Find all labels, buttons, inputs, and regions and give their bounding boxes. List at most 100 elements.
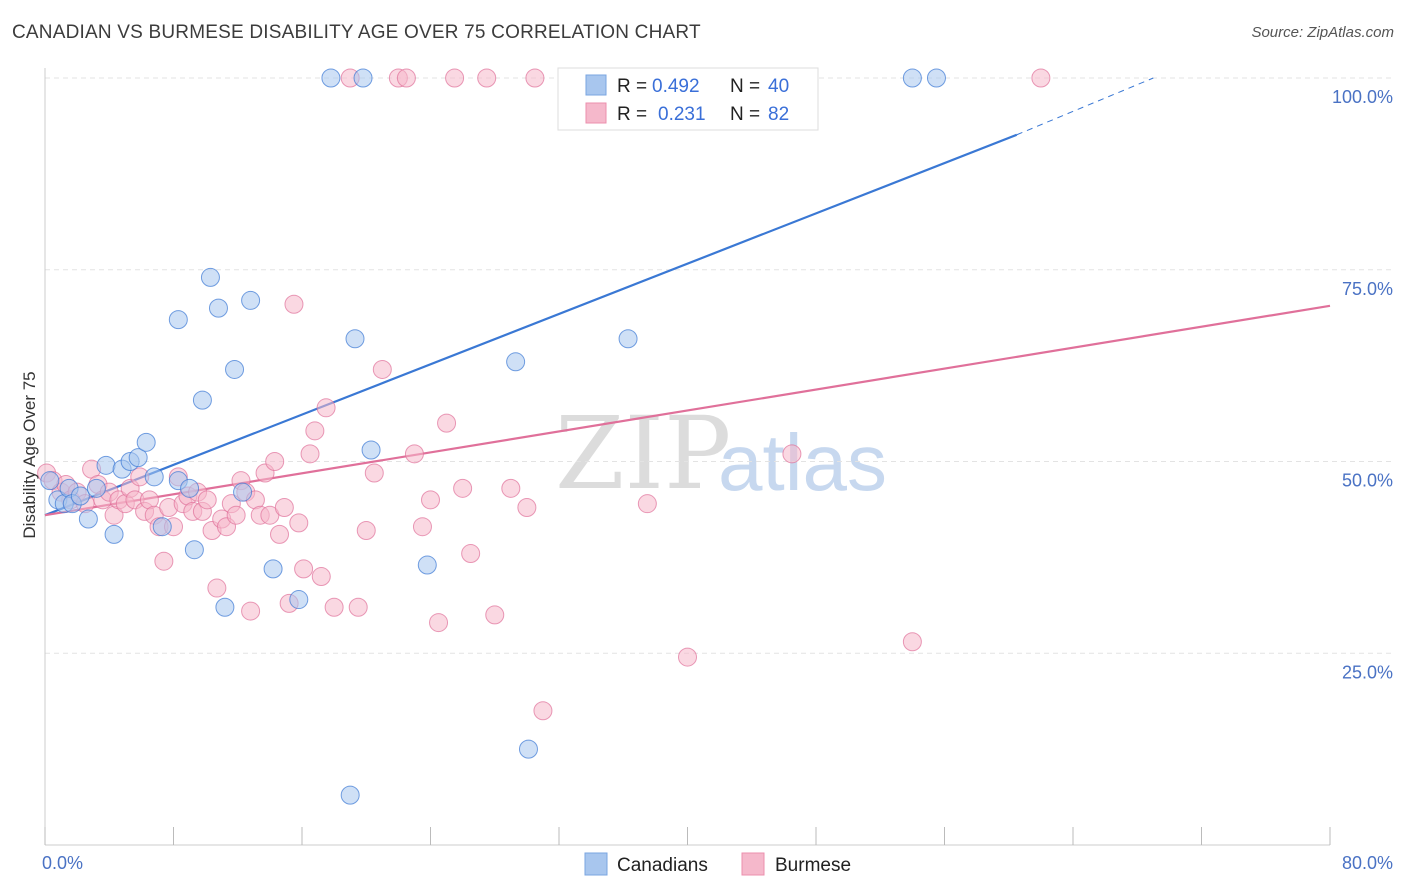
data-point-canadians-24 bbox=[225, 359, 245, 379]
data-point-burmese-77 bbox=[637, 494, 657, 514]
data-point-burmese-70 bbox=[461, 544, 481, 564]
data-point-canadians-25 bbox=[233, 482, 253, 502]
data-point-canadians-27 bbox=[263, 559, 283, 579]
data-point-canadians-14 bbox=[144, 467, 164, 487]
legend-n-label-2: N = bbox=[730, 104, 760, 125]
data-point-canadians-13 bbox=[136, 432, 156, 452]
data-point-burmese-57 bbox=[348, 597, 368, 617]
data-point-canadians-33 bbox=[361, 440, 381, 460]
data-point-canadians-35 bbox=[506, 352, 526, 372]
data-point-canadians-40 bbox=[926, 68, 946, 88]
legend-n-value-2: 82 bbox=[768, 104, 789, 125]
y-tick-label-50: 50.0% bbox=[1342, 471, 1393, 491]
data-point-burmese-64 bbox=[412, 517, 432, 537]
data-point-burmese-52 bbox=[305, 421, 325, 441]
watermark-atlas: atlas bbox=[718, 418, 887, 507]
data-point-burmese-36 bbox=[226, 505, 246, 525]
data-point-burmese-39 bbox=[241, 601, 261, 621]
y-tick-label-100: 100.0% bbox=[1332, 87, 1393, 107]
data-point-burmese-75 bbox=[525, 68, 545, 88]
series-legend: Canadians Burmese bbox=[584, 852, 851, 876]
data-point-canadians-30 bbox=[340, 785, 360, 805]
data-point-burmese-55 bbox=[324, 597, 344, 617]
data-points bbox=[37, 68, 1051, 805]
data-point-burmese-51 bbox=[300, 444, 320, 464]
legend-r-value-1: 0.492 bbox=[652, 76, 700, 97]
data-point-burmese-49 bbox=[289, 513, 309, 533]
legend-r-value-2: 0.231 bbox=[658, 104, 706, 125]
bottom-legend-label-burmese: Burmese bbox=[775, 855, 851, 876]
data-point-burmese-59 bbox=[364, 463, 384, 483]
data-point-canadians-28 bbox=[289, 590, 309, 610]
data-point-canadians-34 bbox=[417, 555, 437, 575]
data-point-burmese-76 bbox=[533, 701, 553, 721]
data-point-canadians-15 bbox=[152, 517, 172, 537]
data-point-canadians-18 bbox=[180, 478, 200, 498]
data-point-canadians-31 bbox=[345, 329, 365, 349]
data-point-burmese-48 bbox=[284, 294, 304, 314]
bottom-legend-swatch-canadians bbox=[584, 852, 608, 876]
axes bbox=[44, 68, 1331, 846]
data-point-canadians-29 bbox=[321, 68, 341, 88]
data-point-canadians-0 bbox=[40, 471, 60, 491]
data-point-canadians-7 bbox=[86, 478, 106, 498]
data-point-burmese-65 bbox=[421, 490, 440, 510]
grid-lines bbox=[45, 77, 1392, 654]
y-axis-title: Disability Age Over 75 bbox=[20, 371, 39, 538]
watermark-zip: ZIP bbox=[555, 395, 731, 512]
data-point-canadians-9 bbox=[104, 524, 124, 544]
data-point-burmese-45 bbox=[270, 524, 290, 544]
data-point-burmese-81 bbox=[1031, 68, 1051, 88]
data-point-canadians-36 bbox=[518, 739, 538, 759]
correlation-legend: R = 0.492 N = 40 R = 0.231 N = 82 bbox=[557, 67, 819, 131]
y-tick-labels: 25.0% 50.0% 75.0% 100.0% bbox=[1332, 87, 1393, 682]
data-point-burmese-32 bbox=[207, 578, 227, 598]
data-point-burmese-21 bbox=[154, 551, 174, 571]
data-point-canadians-39 bbox=[902, 68, 922, 88]
data-point-burmese-73 bbox=[501, 478, 521, 498]
bottom-legend-label-canadians: Canadians bbox=[617, 855, 708, 876]
data-point-burmese-46 bbox=[274, 498, 294, 518]
data-point-canadians-32 bbox=[353, 68, 373, 88]
legend-swatch-burmese bbox=[585, 102, 607, 124]
data-point-burmese-74 bbox=[517, 498, 537, 518]
data-point-canadians-38 bbox=[618, 329, 638, 349]
data-point-burmese-50 bbox=[294, 559, 314, 579]
data-point-burmese-58 bbox=[356, 521, 376, 541]
legend-r-label-2: R = bbox=[617, 104, 647, 125]
data-point-burmese-44 bbox=[265, 452, 285, 471]
data-point-canadians-21 bbox=[200, 267, 220, 287]
data-point-burmese-67 bbox=[437, 413, 457, 433]
y-tick-label-75: 75.0% bbox=[1342, 279, 1393, 299]
data-point-canadians-8 bbox=[96, 455, 116, 475]
data-point-burmese-53 bbox=[311, 567, 331, 587]
data-point-canadians-26 bbox=[241, 290, 261, 310]
data-point-burmese-72 bbox=[485, 605, 505, 625]
legend-n-value-1: 40 bbox=[768, 76, 789, 97]
data-point-canadians-6 bbox=[78, 509, 98, 529]
data-point-burmese-54 bbox=[316, 398, 336, 418]
data-point-burmese-60 bbox=[372, 359, 392, 379]
data-point-burmese-69 bbox=[453, 478, 473, 498]
trend-line-extension-0 bbox=[1016, 77, 1154, 136]
bottom-legend-swatch-burmese bbox=[741, 852, 765, 876]
data-point-burmese-78 bbox=[678, 647, 697, 667]
data-point-burmese-71 bbox=[477, 68, 497, 88]
data-point-burmese-63 bbox=[404, 444, 424, 464]
data-point-canadians-12 bbox=[128, 448, 148, 468]
data-point-canadians-5 bbox=[70, 486, 90, 506]
data-point-burmese-79 bbox=[782, 444, 802, 464]
data-point-burmese-30 bbox=[197, 490, 217, 510]
x-tick-label-min: 0.0% bbox=[42, 853, 83, 873]
data-point-burmese-66 bbox=[429, 613, 449, 633]
legend-r-label-1: R = bbox=[617, 76, 647, 97]
y-tick-label-25: 25.0% bbox=[1342, 662, 1393, 682]
data-point-canadians-19 bbox=[184, 540, 204, 560]
data-point-burmese-68 bbox=[445, 68, 465, 88]
data-point-canadians-20 bbox=[192, 390, 212, 410]
data-point-canadians-22 bbox=[208, 298, 228, 318]
chart-title: CANADIAN VS BURMESE DISABILITY AGE OVER … bbox=[12, 22, 701, 43]
legend-swatch-canadians bbox=[585, 74, 607, 96]
source-label: Source: ZipAtlas.com bbox=[1251, 24, 1394, 41]
